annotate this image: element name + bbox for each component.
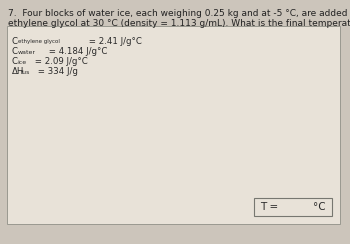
Text: 7.  Four blocks of water ice, each weighing 0.25 kg and at -5 °C, are added to 5: 7. Four blocks of water ice, each weighi… <box>8 9 350 18</box>
Text: C: C <box>12 57 18 66</box>
Text: = 4.184 J/g°C: = 4.184 J/g°C <box>46 47 107 56</box>
Text: C: C <box>12 37 18 46</box>
Text: = 2.09 J/g°C: = 2.09 J/g°C <box>32 57 87 66</box>
Text: fus: fus <box>21 70 30 74</box>
Bar <box>7 26 340 224</box>
Text: ethylene glycol: ethylene glycol <box>18 40 60 44</box>
Text: = 2.41 J/g°C: = 2.41 J/g°C <box>85 37 141 46</box>
Text: T =: T = <box>260 202 278 212</box>
Text: °C: °C <box>313 202 326 212</box>
Text: = 334 J/g: = 334 J/g <box>35 67 78 76</box>
Text: ice: ice <box>18 60 27 64</box>
Text: ethylene glycol at 30 °C (density = 1.113 g/mL). What is the final temperature o: ethylene glycol at 30 °C (density = 1.11… <box>8 19 350 28</box>
Text: ΔH: ΔH <box>12 67 24 76</box>
Text: C: C <box>12 47 18 56</box>
Text: water: water <box>18 50 35 54</box>
Bar <box>254 198 332 216</box>
